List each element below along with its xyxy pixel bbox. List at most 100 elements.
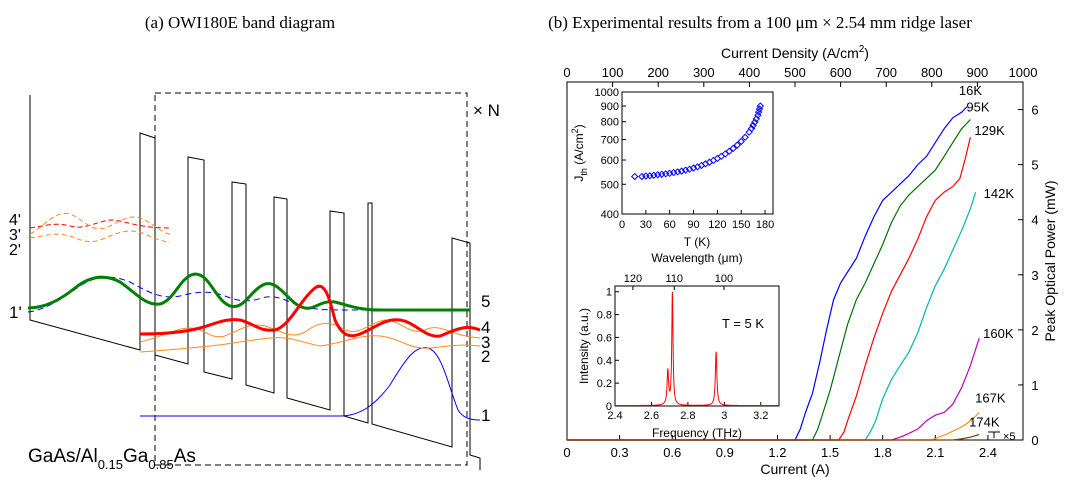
inset1-xtick-label: 120 [708,219,726,231]
main-ytick-label: 5 [1031,158,1038,173]
threshold-point [725,147,733,155]
inset2-ytick-label: 0.8 [597,310,612,322]
threshold-point [729,144,737,153]
main-ytick-label: 0 [1031,433,1038,448]
wavefunction-level-5 [27,272,470,312]
threshold-point [756,102,764,110]
main-x2tick-label: 700 [875,65,897,80]
inset1-ylabel: Jth (A/cm2) [570,124,589,181]
inset1-xtick-label: 30 [640,219,652,231]
threshold-point [665,169,674,178]
conduction-band-profile [29,95,481,470]
main-xtick-label: 2.4 [979,445,997,460]
series-label-129K: 129K [974,123,1005,138]
inset2-xlabel: Frequency (THz) [652,426,742,440]
main-xtick-label: 2.1 [926,445,944,460]
wavefunction-level-2-prime [29,230,171,243]
main-x2tick-label: 1000 [1009,65,1038,80]
inset2-ytick-label: 1 [606,287,612,299]
period-label: × N [473,101,500,120]
wavefunction-level-4 [139,284,481,338]
inset1-ytick-label: 1000 [595,87,619,99]
inset2-ylabel: Intensity (a.u.) [577,308,591,384]
main-x2tick-label: 600 [830,65,852,80]
main-x2tick-label: 100 [602,65,624,80]
panel-a-title: (a) OWI180E band diagram [145,13,335,32]
threshold-point [741,133,749,141]
inset1-xtick-label: 150 [732,219,750,231]
series-line-160K [567,337,980,441]
state-label-2-prime: 2' [9,242,21,259]
inset2-x2tick-label: 120 [624,273,642,285]
inset1-ytick-label: 600 [601,155,619,167]
inset1-ytick-label: 500 [601,179,619,191]
threshold-inset-ticks: 0 30 60 90 120 150 180 400 500 600 700 800 900 1000 [595,87,775,231]
inset1-xtick-label: 180 [756,219,774,231]
inset2-ytick-label: 0.6 [597,332,612,344]
inset2-xtick-label: 3 [721,410,727,422]
main-axis-ticks: 0 0.3 0.6 0.9 1.2 1.5 1.8 2.1 2.40 100 200 300 400 50… [563,65,1038,460]
band-diagram-panel: (a) OWI180E band diagram × N 5 4 3 2 1 1… [9,13,500,472]
inset2-xtick-label: 2.4 [607,410,622,422]
main-xtick-label: 0.9 [716,445,734,460]
series-line-174K [567,433,980,441]
threshold-point [737,137,745,146]
main-ytick-label: 1 [1031,378,1038,393]
wavefunction-level-3-prime [29,212,171,235]
scale-marker [988,431,1000,438]
threshold-point [689,164,698,172]
state-label-4-prime: 4' [9,212,21,229]
threshold-point [673,168,682,176]
series-line-16K [567,106,968,441]
state-label-3-prime: 3' [9,227,21,244]
main-x2label: Current Density (A/cm2) [721,44,869,61]
threshold-point [669,168,678,177]
inset1-ytick-label: 800 [601,117,619,129]
series-label-142K: 142K [984,186,1015,201]
wavefunction-level-1-prime [27,276,470,313]
series-label-167K: 167K [975,390,1006,405]
inset1-ytick-label: 900 [601,101,619,113]
main-xlabel: Current (A) [760,461,829,477]
threshold-point [677,167,686,175]
inset2-ytick-label: 0.2 [597,378,612,390]
inset1-xtick-label: 0 [619,219,625,231]
inset2-xtick-label: 3.2 [753,410,768,422]
threshold-point [681,166,690,174]
inset2-xtick-label: 2.8 [680,410,695,422]
main-x2tick-label: 400 [739,65,761,80]
main-x2tick-label: 500 [784,65,806,80]
wavefunction-level-4-prime [29,219,171,229]
main-annotation: ×5 [1003,431,1016,443]
main-xtick-label: 0.6 [663,445,681,460]
spectrum-inset-frame [614,285,780,407]
series-label-160K: 160K [983,326,1014,341]
series-line-142K [567,192,977,441]
threshold-point [733,141,741,149]
main-x2tick-label: 200 [647,65,669,80]
series-line-167K [567,412,980,441]
main-xtick-label: 1.2 [768,445,786,460]
main-ylabel: Peak Optical Power (mW) [1042,180,1058,341]
spectrum-line [615,291,779,407]
series-line-129K [567,136,971,441]
state-label-2: 2 [481,347,490,366]
state-label-1: 1 [481,406,490,425]
threshold-inset-points [631,102,764,181]
material-label: GaAs/Al0.15Ga0.85As [28,446,196,472]
state-label-5: 5 [481,292,490,311]
inset2-xtick-label: 2.6 [644,410,659,422]
inset1-ytick-label: 400 [601,209,619,221]
spectrum-inset-ticks: 2.4 2.6 2.8 3 3.2 120 110 100 0 0.2 0.4 0.6 0.8 1 [597,273,769,422]
period-box [154,92,468,466]
inset2-ytick-label: 0.4 [597,355,612,367]
threshold-point [631,172,639,181]
panel-b-title: (b) Experimental results from a 100 μm ×… [548,13,972,32]
inset1-xtick-label: 90 [687,219,699,231]
main-ytick-label: 3 [1031,268,1038,283]
wavefunction-level-3 [139,319,481,343]
main-xtick-label: 1.8 [874,445,892,460]
main-ytick-label: 2 [1031,323,1038,338]
